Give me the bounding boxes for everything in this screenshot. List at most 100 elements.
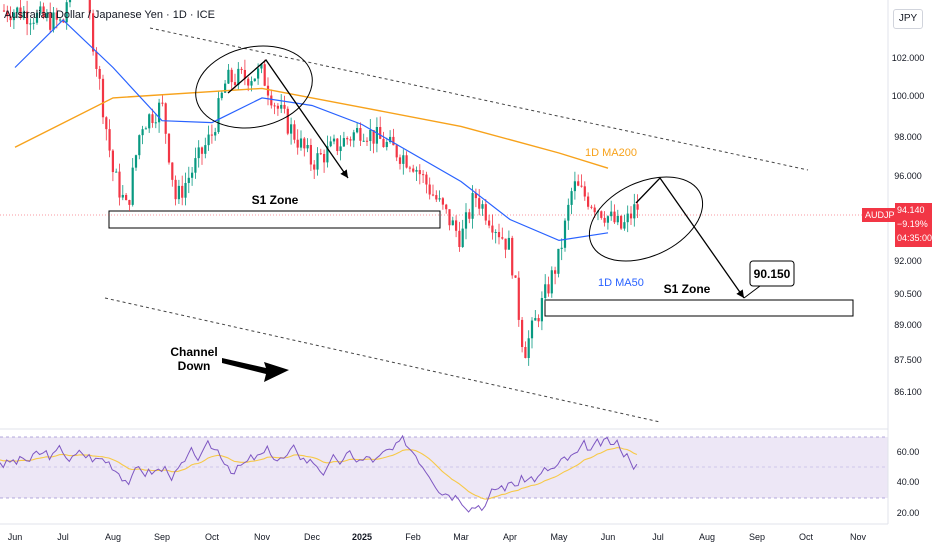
ma200-label: 1D MA200 <box>585 147 637 159</box>
candle-body <box>603 217 606 223</box>
candle-body <box>257 68 260 79</box>
candle-body <box>191 172 194 178</box>
candle-body <box>425 174 428 185</box>
target-callout-label: 90.150 <box>754 267 791 281</box>
candle-body <box>92 13 95 52</box>
channel-upper-line[interactable] <box>149 27 809 171</box>
rsi-line[interactable] <box>0 434 638 513</box>
channel-label-line1: Channel <box>170 345 217 359</box>
candle-body <box>171 162 174 180</box>
ma200-line[interactable] <box>14 87 609 169</box>
candle-body <box>484 204 487 221</box>
time-tick-label: Oct <box>205 532 220 542</box>
candle-body <box>49 13 52 30</box>
candle-body <box>464 212 468 229</box>
price-badge[interactable]: AUDJPY 94.140 −9.19% 04:35:00 <box>862 203 932 247</box>
candle-body <box>329 141 332 147</box>
s1-zone-upper[interactable] <box>108 210 441 229</box>
candle-body <box>270 95 273 106</box>
candle-body <box>560 247 563 249</box>
candle-body <box>550 270 553 294</box>
candle-body <box>521 319 524 348</box>
candle-body <box>573 181 576 192</box>
price-tick-label: 89.000 <box>894 320 922 330</box>
rsi-ma-line[interactable] <box>0 447 638 500</box>
candle-body <box>280 104 283 109</box>
candle-body <box>468 212 471 219</box>
time-tick-label: Dec <box>304 532 321 542</box>
price-tick-label: 102.000 <box>892 53 925 63</box>
channel-lower-line[interactable] <box>104 297 661 423</box>
candle-body <box>590 206 593 208</box>
candle-body <box>167 133 171 163</box>
candle-body <box>554 270 557 274</box>
candle-body <box>184 182 187 198</box>
candle-body <box>217 98 220 133</box>
candle-body <box>108 129 111 151</box>
candle-body <box>474 193 477 199</box>
candle-body <box>435 195 438 200</box>
candle-body <box>273 105 276 107</box>
current-pattern-ellipse[interactable] <box>576 160 716 278</box>
s1-zone-lower-label: S1 Zone <box>664 282 711 296</box>
candle-body <box>593 207 596 213</box>
rsi-tick-label: 20.00 <box>897 508 920 518</box>
candle-body <box>362 140 365 142</box>
candle-body <box>214 132 217 136</box>
candle-body <box>412 168 415 172</box>
candle-body <box>194 158 197 173</box>
candle-body <box>144 128 147 130</box>
candle-body <box>438 198 441 200</box>
candle-body <box>138 135 141 156</box>
time-tick-label: Jul <box>57 532 69 542</box>
price-axis[interactable]: 102.000 100.000 98.000 96.000 92.000 90.500 89… <box>892 53 925 397</box>
price-tick-label: 96.000 <box>894 171 922 181</box>
candle-body <box>121 194 124 198</box>
ma50-line[interactable] <box>14 19 609 242</box>
candle-body <box>286 108 289 134</box>
ma50-label: 1D MA50 <box>598 277 644 289</box>
candle-body <box>154 122 157 124</box>
candle-body <box>303 138 306 149</box>
candle-body <box>583 186 586 197</box>
candle-body <box>540 298 543 322</box>
candle-body <box>88 0 91 14</box>
candles-group[interactable] <box>2 0 639 366</box>
candle-body <box>12 12 15 21</box>
candle-body <box>497 232 501 238</box>
time-tick-label: Feb <box>405 532 421 542</box>
candle-body <box>418 170 421 175</box>
candle-body <box>177 185 180 200</box>
future-projection[interactable] <box>635 176 745 299</box>
candle-body <box>19 7 22 19</box>
time-tick-label: Aug <box>105 532 121 542</box>
candle-body <box>45 13 48 18</box>
candle-body <box>95 51 98 69</box>
candle-body <box>35 12 39 23</box>
currency-button[interactable]: JPY <box>893 9 923 29</box>
candle-body <box>431 194 435 196</box>
candle-body <box>59 19 62 21</box>
top-projection[interactable] <box>227 59 349 179</box>
candle-body <box>26 11 29 25</box>
target-callout-box[interactable] <box>749 260 795 287</box>
candle-body <box>372 129 375 144</box>
candle-body <box>16 7 19 13</box>
candle-body <box>237 68 240 85</box>
main-pane[interactable] <box>0 0 888 428</box>
candle-body <box>200 147 204 154</box>
candle-body <box>141 129 144 136</box>
candle-body <box>365 140 369 142</box>
s1-zone-lower[interactable] <box>544 299 854 317</box>
candle-body <box>501 237 504 239</box>
time-tick-label: Nov <box>850 532 867 542</box>
time-tick-label: Mar <box>453 532 469 542</box>
candle-body <box>587 196 590 207</box>
time-tick-label: Jul <box>652 532 664 542</box>
candle-body <box>2 10 6 12</box>
rsi-axis[interactable]: 60.00 40.00 20.00 <box>897 447 920 518</box>
time-tick-label: Aug <box>699 532 715 542</box>
top-pattern-ellipse[interactable] <box>188 36 320 139</box>
time-axis[interactable]: Jun Jul Aug Sep Oct Nov Dec 2025 Feb Mar Apr May Jun… <box>8 532 867 542</box>
